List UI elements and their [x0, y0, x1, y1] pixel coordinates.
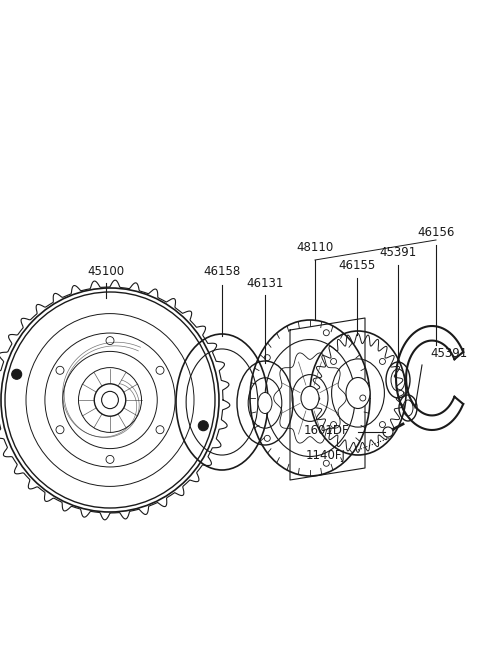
Text: 46158: 46158 [204, 265, 240, 278]
Circle shape [198, 420, 208, 431]
Text: 46156: 46156 [417, 226, 455, 239]
Text: 46155: 46155 [338, 259, 376, 272]
Ellipse shape [346, 378, 370, 409]
Circle shape [383, 427, 393, 437]
Text: 45391: 45391 [430, 347, 467, 360]
Text: 48110: 48110 [296, 241, 334, 254]
Ellipse shape [258, 392, 272, 413]
Text: 1601DF: 1601DF [303, 424, 349, 436]
Text: 45391: 45391 [379, 246, 417, 259]
Text: 46131: 46131 [246, 277, 284, 290]
Text: 45100: 45100 [87, 265, 125, 278]
Circle shape [12, 369, 22, 379]
Ellipse shape [94, 384, 126, 416]
Ellipse shape [301, 386, 319, 410]
Text: 1140FJ: 1140FJ [306, 449, 346, 461]
